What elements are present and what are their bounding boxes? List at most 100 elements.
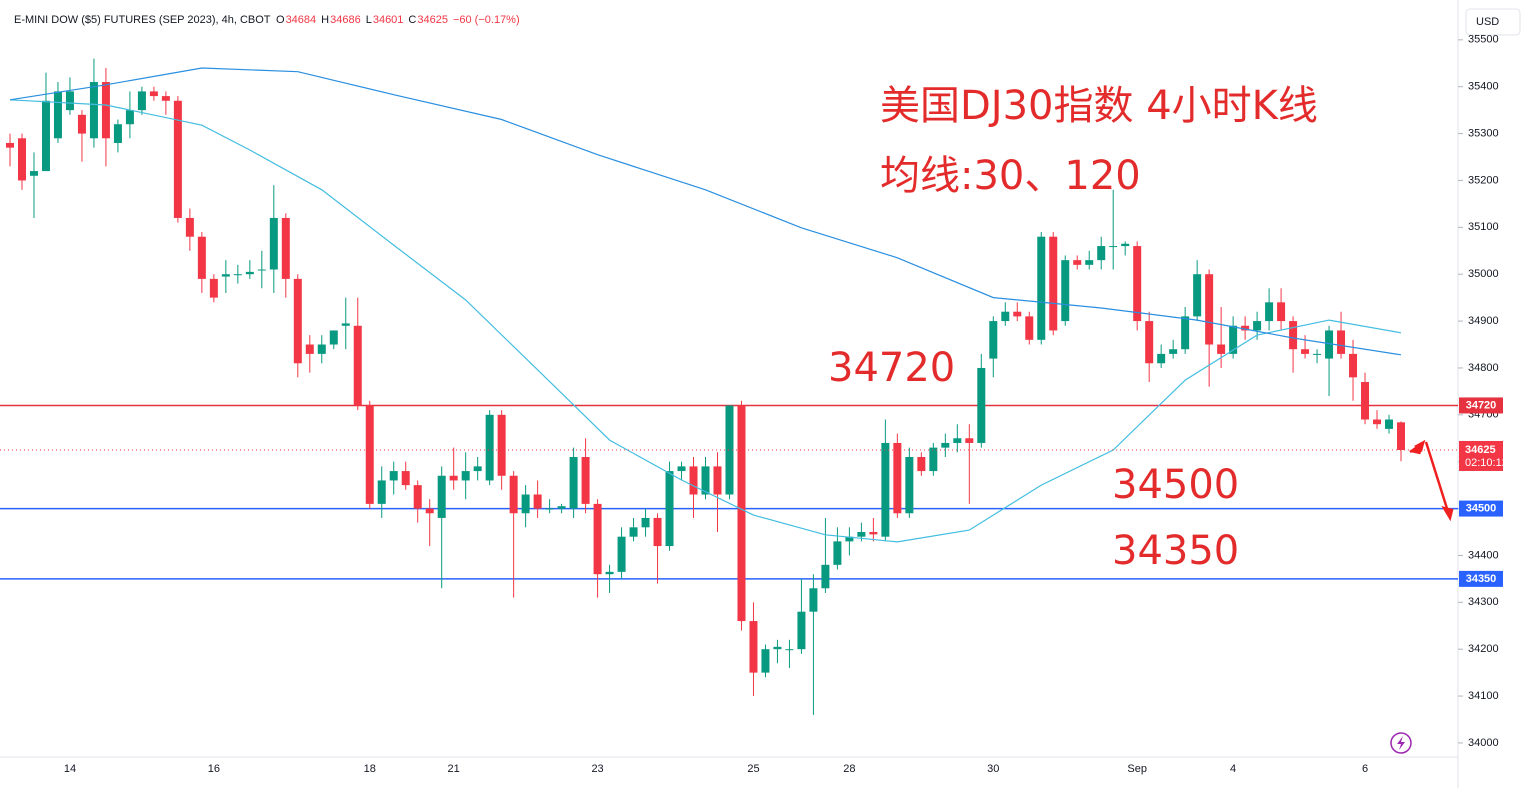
candle-body xyxy=(1001,311,1010,322)
candle-body xyxy=(1229,325,1238,354)
candle-body xyxy=(413,485,422,509)
x-tick-label: 18 xyxy=(364,763,376,775)
candle-body xyxy=(1193,274,1202,317)
event-icon[interactable] xyxy=(1390,732,1412,754)
x-tick-label: 6 xyxy=(1362,763,1368,775)
candle-body xyxy=(53,91,62,139)
candle-body xyxy=(1385,419,1394,429)
candle-body xyxy=(1301,349,1310,354)
x-tick-label: 21 xyxy=(448,763,460,775)
candle-body xyxy=(257,269,266,271)
candle-body xyxy=(785,649,794,651)
y-tick-label: 34900 xyxy=(1468,315,1499,327)
candle-body xyxy=(1145,321,1154,364)
candle-body xyxy=(6,142,14,148)
x-tick-label: 23 xyxy=(591,763,603,775)
candle-body xyxy=(473,466,482,472)
candle-body xyxy=(137,91,146,111)
candle-body xyxy=(545,508,554,510)
current-price-label: 34625 xyxy=(1465,444,1496,456)
candle-body xyxy=(917,457,926,472)
candle-body xyxy=(65,91,74,111)
candle-body xyxy=(293,278,302,364)
candle-body xyxy=(1013,311,1022,317)
ohlc-value: 34601 xyxy=(373,14,404,26)
candle-body xyxy=(665,471,674,547)
candle-body xyxy=(653,517,662,547)
x-tick-label: Sep xyxy=(1127,763,1147,775)
candle-body xyxy=(1361,382,1370,420)
candle-body xyxy=(821,564,830,589)
candle-body xyxy=(245,271,254,275)
x-tick-label: 28 xyxy=(843,763,855,775)
candle-body xyxy=(761,649,770,673)
ohlc-value: 34684 xyxy=(286,14,317,26)
candle-body xyxy=(953,438,962,443)
candle-body xyxy=(1241,325,1250,331)
y-tick-label: 35000 xyxy=(1468,268,1499,280)
candle-body xyxy=(341,323,350,326)
candle-body xyxy=(1325,330,1334,359)
candle-body xyxy=(809,588,818,612)
candle-body xyxy=(977,367,986,443)
ohlc-prefix: C xyxy=(408,14,416,26)
level-tag-label: 34500 xyxy=(1466,502,1497,514)
candle-body xyxy=(845,536,854,542)
candle-body xyxy=(737,405,746,622)
ohlc-change: −60 (−0.17%) xyxy=(453,14,520,26)
candle-body xyxy=(437,475,446,518)
candle-body xyxy=(677,466,686,472)
candle-body xyxy=(1337,330,1346,354)
y-tick-label: 34200 xyxy=(1468,643,1499,655)
candle-body xyxy=(1349,353,1358,378)
candle-body xyxy=(377,480,386,504)
candle-body xyxy=(1109,246,1118,248)
candle-body xyxy=(461,471,470,481)
candle-body xyxy=(881,442,890,537)
x-tick-label: 30 xyxy=(987,763,999,775)
currency-label: USD xyxy=(1476,16,1499,28)
candle-body xyxy=(365,405,374,504)
level-tag xyxy=(1459,500,1503,517)
x-tick-label: 16 xyxy=(208,763,220,775)
candle-body xyxy=(533,494,542,509)
moving-average xyxy=(9,99,1402,543)
x-tick-label: 14 xyxy=(64,763,76,775)
level-annotation: 34350 xyxy=(1112,528,1239,574)
candle-body xyxy=(1289,321,1298,350)
ohlc-value: 34625 xyxy=(417,14,448,26)
candle-body xyxy=(989,321,998,359)
countdown-label: 02:10:12 xyxy=(1465,457,1508,469)
candle-body xyxy=(749,621,758,673)
candle-body xyxy=(773,646,782,650)
candle-body xyxy=(605,571,614,575)
annotation: 美国DJ30指数 4小时K线 xyxy=(880,83,1318,129)
candle-body xyxy=(173,100,182,218)
candle-body xyxy=(149,91,158,97)
arrow-head xyxy=(1414,440,1425,452)
y-tick-label: 34400 xyxy=(1468,549,1499,561)
x-tick-label: 25 xyxy=(747,763,759,775)
candle-body xyxy=(905,457,914,514)
candle-body xyxy=(629,527,638,537)
candle-body xyxy=(1265,302,1274,322)
candle-body xyxy=(425,508,434,514)
candle-body xyxy=(569,457,578,509)
ohlc-prefix: L xyxy=(366,14,372,26)
candle-body xyxy=(329,330,338,345)
candle-body xyxy=(449,475,458,481)
candle-body xyxy=(1037,236,1046,340)
candle-body xyxy=(1217,344,1226,354)
candle-body xyxy=(281,217,290,279)
candle-body xyxy=(641,517,650,528)
y-tick-label: 34300 xyxy=(1468,596,1499,608)
level-tag-label: 34720 xyxy=(1466,399,1497,411)
candle-body xyxy=(1313,353,1322,355)
level-tag xyxy=(1459,570,1503,587)
candle-body xyxy=(89,82,98,139)
currency-button[interactable] xyxy=(1465,8,1521,36)
candle-body xyxy=(221,274,230,277)
y-tick-label: 35500 xyxy=(1468,34,1499,46)
y-tick-label: 34000 xyxy=(1468,737,1499,749)
